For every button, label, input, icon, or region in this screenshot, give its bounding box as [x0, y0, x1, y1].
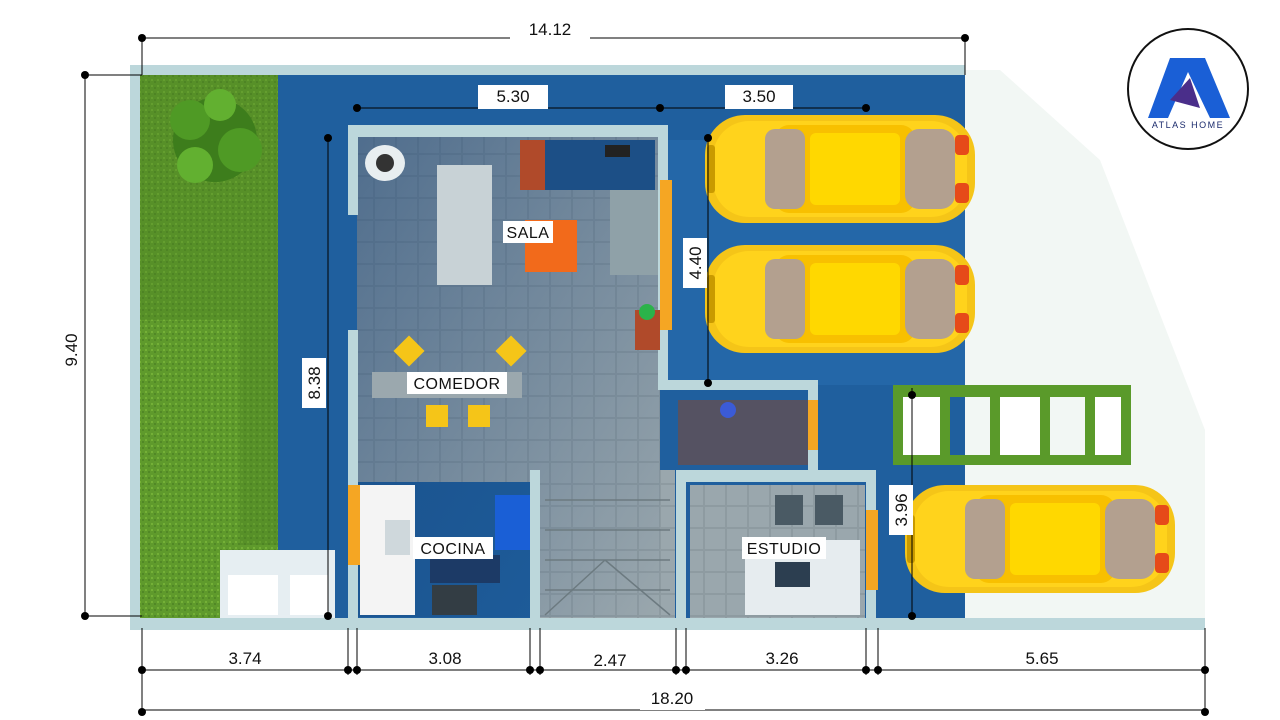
dim-top-garage: 3.50 — [742, 87, 775, 106]
sofa — [437, 165, 492, 285]
kitchen-island — [430, 555, 500, 583]
dim-bottom-4: 3.26 — [765, 649, 798, 668]
logo-brand-text: ATLAS HOME — [1152, 120, 1224, 130]
dim-estudio-side: 3.96 — [892, 493, 911, 526]
dim-top-total: 14.12 — [529, 20, 572, 39]
atlas-home-logo-icon — [1148, 58, 1230, 118]
car-garage-2 — [705, 245, 975, 353]
windows — [348, 180, 878, 590]
room-label-sala: SALA — [507, 225, 550, 242]
dim-garage-depth: 4.40 — [686, 246, 705, 279]
stove-icon — [432, 585, 477, 615]
room-label-cocina: COCINA — [420, 541, 485, 558]
refrigerator — [495, 495, 530, 550]
side-sofa — [610, 190, 658, 275]
room-label-comedor: COMEDOR — [413, 376, 500, 393]
hedge-garden — [893, 385, 1131, 465]
dim-left-height: 9.40 — [62, 333, 81, 366]
computer-icon — [775, 562, 810, 587]
dim-bottom-3: 2.47 — [593, 651, 626, 670]
bookshelf — [520, 140, 545, 190]
dimension-dots — [81, 34, 1209, 716]
study-chair-2 — [815, 495, 843, 525]
study-chair — [775, 495, 803, 525]
dim-bottom-1: 3.74 — [228, 649, 261, 668]
car-garage-1 — [705, 115, 975, 223]
dim-bottom-5: 5.65 — [1025, 649, 1058, 668]
sink-icon — [385, 520, 410, 555]
dim-bottom-2: 3.08 — [428, 649, 461, 668]
staircase — [544, 499, 671, 616]
dim-bottom-total: 18.20 — [651, 689, 694, 708]
entry-hall — [678, 400, 808, 465]
dim-interior-height: 8.38 — [305, 366, 324, 399]
atlas-home-logo: ATLAS HOME — [1127, 28, 1249, 150]
car-driveway — [905, 485, 1175, 593]
tv-console — [545, 140, 655, 190]
tree-icon — [170, 89, 262, 183]
dim-top-sala: 5.30 — [496, 87, 529, 106]
room-label-estudio: ESTUDIO — [747, 541, 822, 558]
